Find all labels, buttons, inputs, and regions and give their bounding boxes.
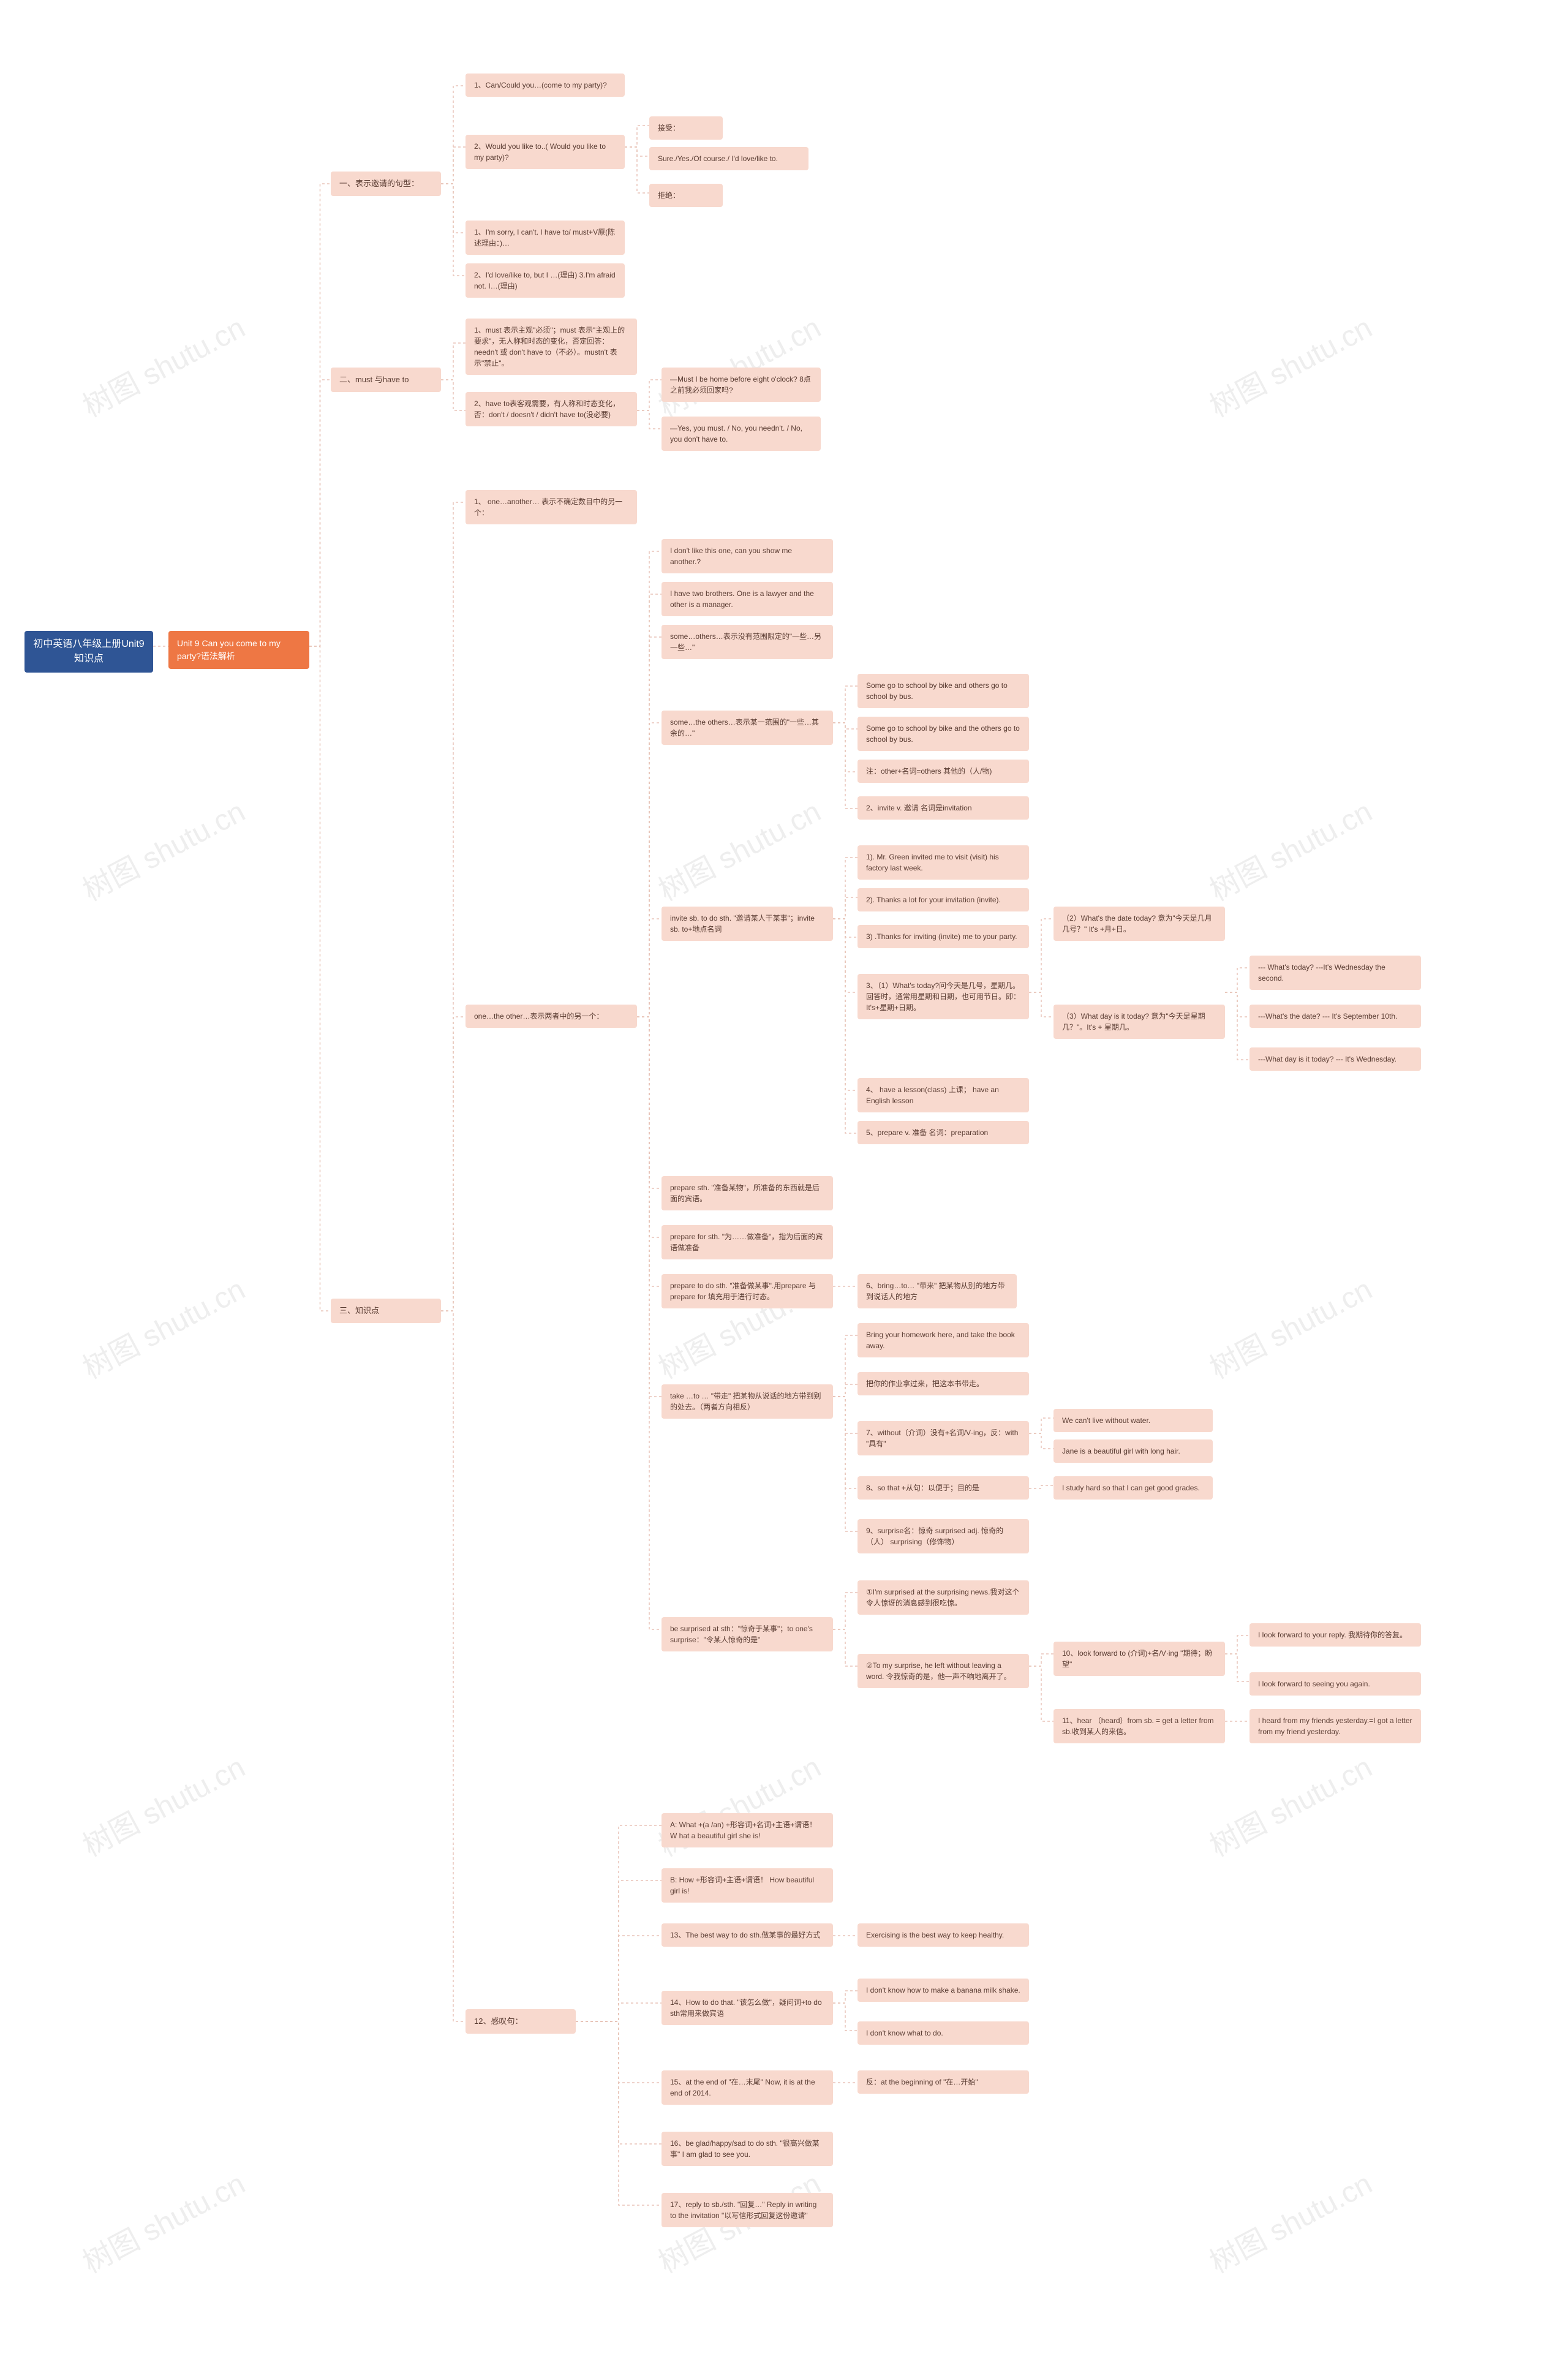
watermark: 树图 shutu.cn xyxy=(1201,1743,1379,1865)
invite-item-1: 2). Thanks a lot for your invitation (in… xyxy=(858,888,1029,911)
sec1-item-6: 2、I'd love/like to, but I …(理由) 3.I'm af… xyxy=(466,263,625,298)
knowledge-1: 1、 one…another… 表示不确定数目中的另一个： xyxy=(466,490,637,524)
kother-item-3: some…the others…表示某一范围的"一些…其余的…" xyxy=(662,711,833,745)
sec1-item-0: 1、Can/Could you…(come to my party)? xyxy=(466,74,625,97)
kother-item-6: 5、prepare v. 准备 名词：preparation xyxy=(858,1121,1029,1144)
k12-item-9: 16、be glad/happy/sad to do sth. "很高兴做某事"… xyxy=(662,2132,833,2166)
sec1-item-4: 拒绝： xyxy=(649,184,723,207)
watermark: 树图 shutu.cn xyxy=(74,1743,252,1865)
kother-item-5: 4、 have a lesson(class) 上课； have an Engl… xyxy=(858,1078,1029,1112)
mindmap-canvas: 树图 shutu.cn 树图 shutu.cn 树图 shutu.cn 树图 shut… xyxy=(0,0,1568,2362)
date-item-1: （3）What day is it today? 意为"今天是星期几？"。It'… xyxy=(1054,1005,1225,1039)
watermark: 树图 shutu.cn xyxy=(1201,1266,1379,1387)
date-item-0: （2）What's the date today? 意为"今天是几月几号？" I… xyxy=(1054,907,1225,941)
surprise-item-5: I look forward to seeing you again. xyxy=(1250,1672,1421,1696)
someothers-item-2: 注：other+名词=others 其他的（人/物) xyxy=(858,760,1029,783)
knowledge-other: one…the other…表示两者中的另一个： xyxy=(466,1005,637,1028)
prepare-item-0: prepare sth. "准备某物"，所准备的东西就是后面的宾语。 xyxy=(662,1176,833,1210)
k12-item-2: 13、The best way to do sth.做某事的最好方式 xyxy=(662,1923,833,1947)
watermark: 树图 shutu.cn xyxy=(74,304,252,425)
take-sub-item-2: 7、without（介词）没有+名词/V·ing，反：with "具有" xyxy=(858,1421,1029,1455)
date-item-3: ---What's the date? --- It's September 1… xyxy=(1250,1005,1421,1028)
k12-item-1: B: How +形容词+主语+谓语！ How beautiful girl is… xyxy=(662,1868,833,1903)
sec1-item-2: 接受： xyxy=(649,116,723,140)
take-sub-item-4: 9、surprise名：惊奇 surprised adj. 惊奇的（人） sur… xyxy=(858,1519,1029,1553)
sec1-item-1: 2、Would you like to..( Would you like to… xyxy=(466,135,625,169)
sec2-item-0: 1、must 表示主观"必须"；must 表示"主观上的要求"，无人称和时态的变… xyxy=(466,319,637,375)
k12-item-5: I don't know how to make a banana milk s… xyxy=(858,1979,1029,2002)
someothers-item-0: Some go to school by bike and others go … xyxy=(858,674,1029,708)
kother-item-4: invite sb. to do sth. "邀请某人干某事"；invite s… xyxy=(662,907,833,941)
k12-item-10: 17、reply to sb./sth. "回复…" Reply in writ… xyxy=(662,2193,833,2227)
k12-item-4: 14、How to do that. "该怎么做"，疑问词+to do sth常… xyxy=(662,1991,833,2025)
level1-node: Unit 9 Can you come to my party?语法解析 xyxy=(168,631,309,669)
knowledge-12: 12、感叹句： xyxy=(466,2009,576,2034)
date-item-4: ---What day is it today? --- It's Wednes… xyxy=(1250,1047,1421,1071)
without-item-2: I study hard so that I can get good grad… xyxy=(1054,1476,1213,1500)
watermark: 树图 shutu.cn xyxy=(1201,304,1379,425)
invite-item-0: 1). Mr. Green invited me to visit (visit… xyxy=(858,845,1029,880)
surprise-item-2: ②To my surprise, he left without leaving… xyxy=(858,1654,1029,1688)
k12-item-0: A: What +(a /an) +形容词+名词+主语+谓语！ W hat a … xyxy=(662,1813,833,1847)
surprise-item-1: ①I'm surprised at the surprising news.我对… xyxy=(858,1580,1029,1615)
prepare-item-1: prepare for sth. "为……做准备"，指为后面的宾语做准备 xyxy=(662,1225,833,1259)
sec2-item-1: 2、have to表客观需要，有人称和时态变化，否：don't / doesn'… xyxy=(466,392,637,426)
watermark: 树图 shutu.cn xyxy=(74,2160,252,2281)
sec2-item-3: —Yes, you must. / No, you needn't. / No,… xyxy=(662,417,821,451)
watermark: 树图 shutu.cn xyxy=(74,1266,252,1387)
section-1: 一、表示邀请的句型： xyxy=(331,172,441,196)
section-3: 三、知识点 xyxy=(331,1299,441,1323)
watermark: 树图 shutu.cn xyxy=(650,788,827,909)
date-item-2: --- What's today? ---It's Wednesday the … xyxy=(1250,956,1421,990)
take-item-0: take …to … "带走" 把某物从说话的地方带到别的处去。（两者方向相反） xyxy=(662,1384,833,1419)
watermark: 树图 shutu.cn xyxy=(1201,788,1379,909)
surprise-item-4: I look forward to your reply. 我期待你的答复。 xyxy=(1250,1623,1421,1647)
take-sub-item-0: Bring your homework here, and take the b… xyxy=(858,1323,1029,1357)
k12-item-6: I don't know what to do. xyxy=(858,2021,1029,2045)
invite-item-3: 3、（1）What's today?问今天是几号，星期几。回答时，通常用星期和日… xyxy=(858,974,1029,1019)
section-2: 二、must 与have to xyxy=(331,368,441,392)
surprise-item-7: I heard from my friends yesterday.=I got… xyxy=(1250,1709,1421,1743)
surprise-item-3: 10、look forward to (介词)+名/V·ing "期待；盼望" xyxy=(1054,1642,1225,1676)
sec1-item-3: Sure./Yes./Of course./ I'd love/like to. xyxy=(649,147,809,170)
kother-item-2: some…others…表示没有范围限定的"一些…另一些…" xyxy=(662,625,833,659)
watermark: 树图 shutu.cn xyxy=(74,788,252,909)
without-item-1: Jane is a beautiful girl with long hair. xyxy=(1054,1439,1213,1463)
root-node: 初中英语八年级上册Unit9知识点 xyxy=(24,631,153,673)
k12-item-7: 15、at the end of "在…末尾" Now, it is at th… xyxy=(662,2070,833,2105)
k12-item-8: 反：at the beginning of "在…开始" xyxy=(858,2070,1029,2094)
surprise-item-6: 11、hear （heard）from sb. = get a letter f… xyxy=(1054,1709,1225,1743)
watermark: 树图 shutu.cn xyxy=(650,304,827,425)
someothers-item-1: Some go to school by bike and the others… xyxy=(858,717,1029,751)
invite-item-2: 3) .Thanks for inviting (invite) me to y… xyxy=(858,925,1029,948)
watermark: 树图 shutu.cn xyxy=(1201,2160,1379,2281)
k12-item-3: Exercising is the best way to keep healt… xyxy=(858,1923,1029,1947)
take-sub-item-3: 8、so that +从句：以便于；目的是 xyxy=(858,1476,1029,1500)
without-item-0: We can't live without water. xyxy=(1054,1409,1213,1432)
kother-item-0: I don't like this one, can you show me a… xyxy=(662,539,833,573)
sec2-item-2: —Must I be home before eight o'clock? 8点… xyxy=(662,368,821,402)
surprise-item-0: be surprised at sth："惊奇于某事"；to one's sur… xyxy=(662,1617,833,1651)
someothers-item-3: 2、invite v. 邀请 名词是invitation xyxy=(858,796,1029,820)
prepare-item-3: 6、bring…to… "带来" 把某物从别的地方带到说话人的地方 xyxy=(858,1274,1017,1308)
sec1-item-5: 1、I'm sorry, I can't. I have to/ must+V原… xyxy=(466,221,625,255)
prepare-item-2: prepare to do sth. "准备做某事".用prepare 与pre… xyxy=(662,1274,833,1308)
kother-item-1: I have two brothers. One is a lawyer and… xyxy=(662,582,833,616)
take-sub-item-1: 把你的作业拿过来，把这本书带走。 xyxy=(858,1372,1029,1395)
